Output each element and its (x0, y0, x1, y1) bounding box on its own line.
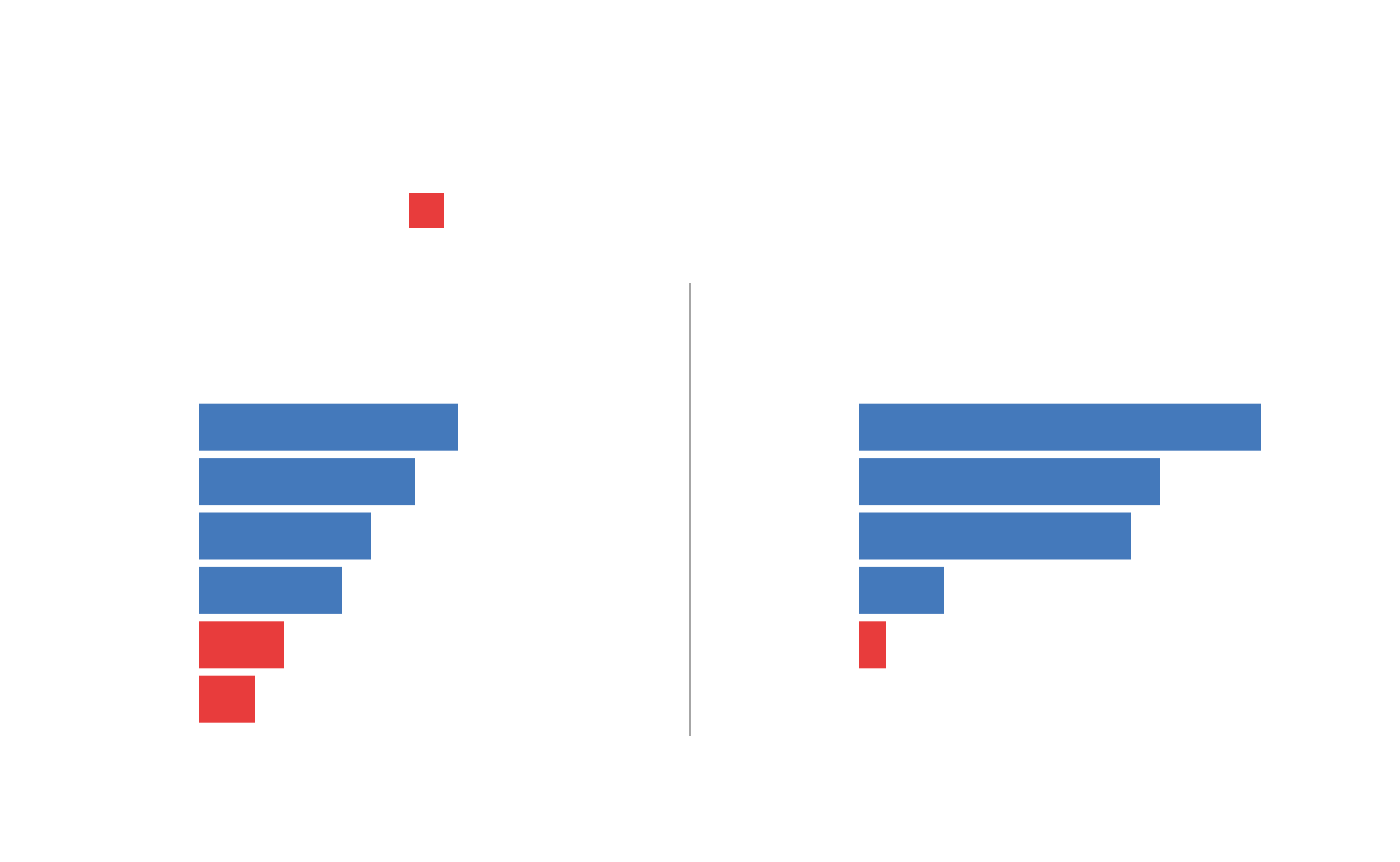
bar (199, 675, 255, 723)
bar (199, 621, 284, 669)
bar (199, 512, 371, 560)
legend-swatch (409, 193, 444, 228)
bar (199, 566, 342, 614)
bar (859, 458, 1160, 506)
bar (199, 458, 415, 506)
bar (859, 403, 1261, 451)
bar (859, 621, 886, 669)
bar (859, 512, 1131, 560)
bar (199, 403, 458, 451)
bar (859, 566, 944, 614)
